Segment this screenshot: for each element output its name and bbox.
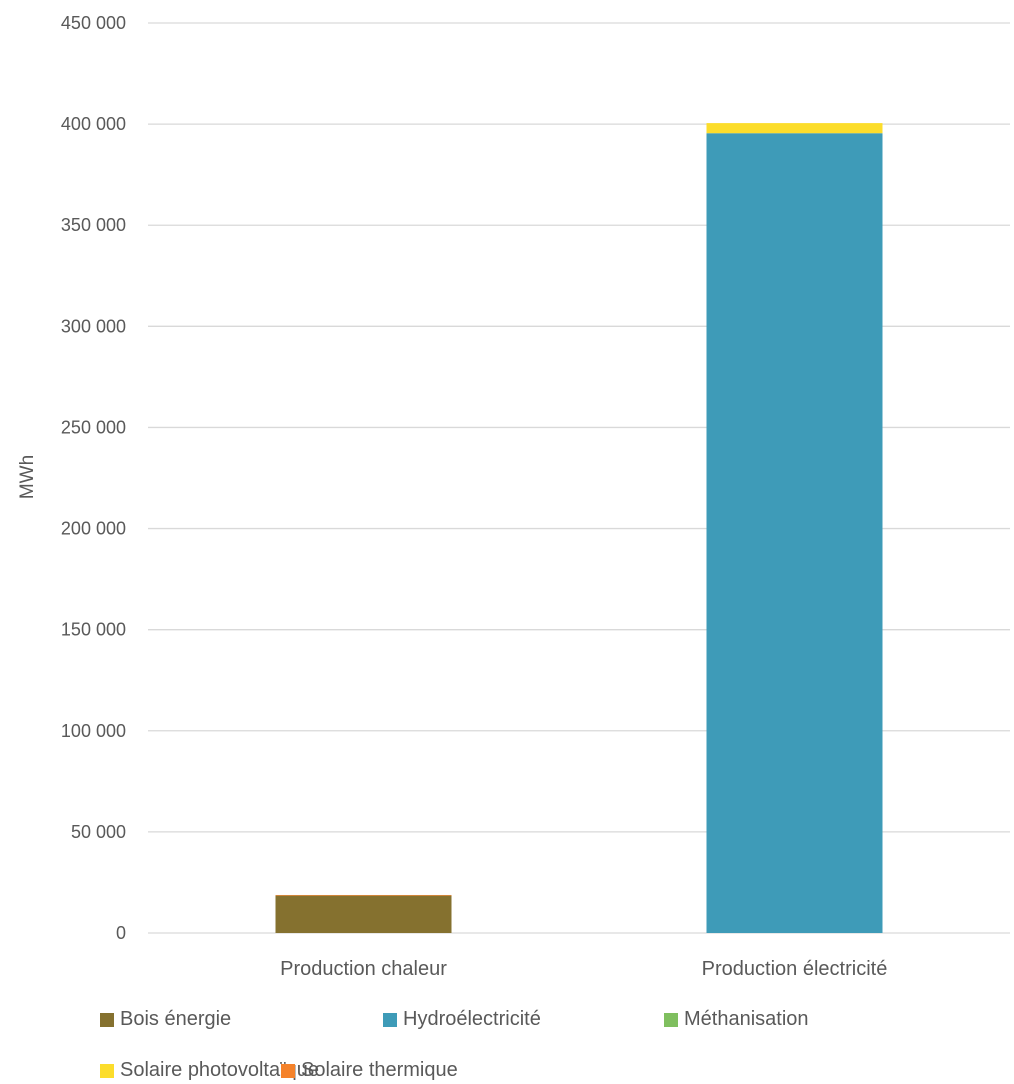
y-tick-labels: 0 50 000 100 000 150 000 200 000 250 000 300 0… — [61, 13, 126, 943]
bar-segment — [275, 895, 452, 933]
y-tick-label: 450 000 — [61, 13, 126, 33]
y-tick-label: 350 000 — [61, 215, 126, 235]
bar-segment — [706, 123, 883, 134]
x-tick-labels: Production chaleur Production électricité — [280, 958, 887, 980]
legend-item: Hydroélectricité — [383, 1008, 541, 1031]
y-tick-label: 250 000 — [61, 417, 126, 437]
x-tick-label: Production électricité — [702, 958, 888, 980]
legend-item: Solaire thermique — [281, 1059, 458, 1082]
legend-item: Bois énergie — [100, 1008, 231, 1031]
legend-swatch — [100, 1063, 114, 1078]
y-tick-label: 300 000 — [61, 316, 126, 336]
legend-item: Solaire photovoltaïque — [100, 1059, 319, 1082]
chart: 0 50 000 100 000 150 000 200 000 250 000 300 0… — [17, 13, 1010, 980]
bars — [275, 123, 883, 933]
legend-label: Hydroélectricité — [403, 1008, 541, 1030]
legend-label: Bois énergie — [120, 1008, 232, 1030]
legend-swatch — [383, 1012, 397, 1027]
bar-segment — [706, 133, 883, 933]
legend-label: Solaire thermique — [301, 1059, 458, 1081]
y-tick-label: 50 000 — [71, 822, 126, 842]
y-tick-label: 400 000 — [61, 114, 126, 134]
legend-label: Méthanisation — [684, 1008, 809, 1030]
y-tick-label: 100 000 — [61, 721, 126, 741]
x-tick-label: Production chaleur — [280, 958, 447, 980]
y-tick-label: 150 000 — [61, 620, 126, 640]
legend-item: Méthanisation — [664, 1008, 809, 1031]
gridlines — [148, 22, 1010, 934]
bar-segment — [275, 894, 452, 896]
legend-swatch — [664, 1012, 678, 1027]
legend-label: Solaire photovoltaïque — [120, 1059, 320, 1081]
y-tick-label: 0 — [116, 923, 126, 943]
legend-swatch — [100, 1012, 114, 1027]
y-tick-label: 200 000 — [61, 519, 126, 539]
legend-swatch — [281, 1063, 295, 1078]
y-axis-label: MWh — [17, 455, 38, 499]
